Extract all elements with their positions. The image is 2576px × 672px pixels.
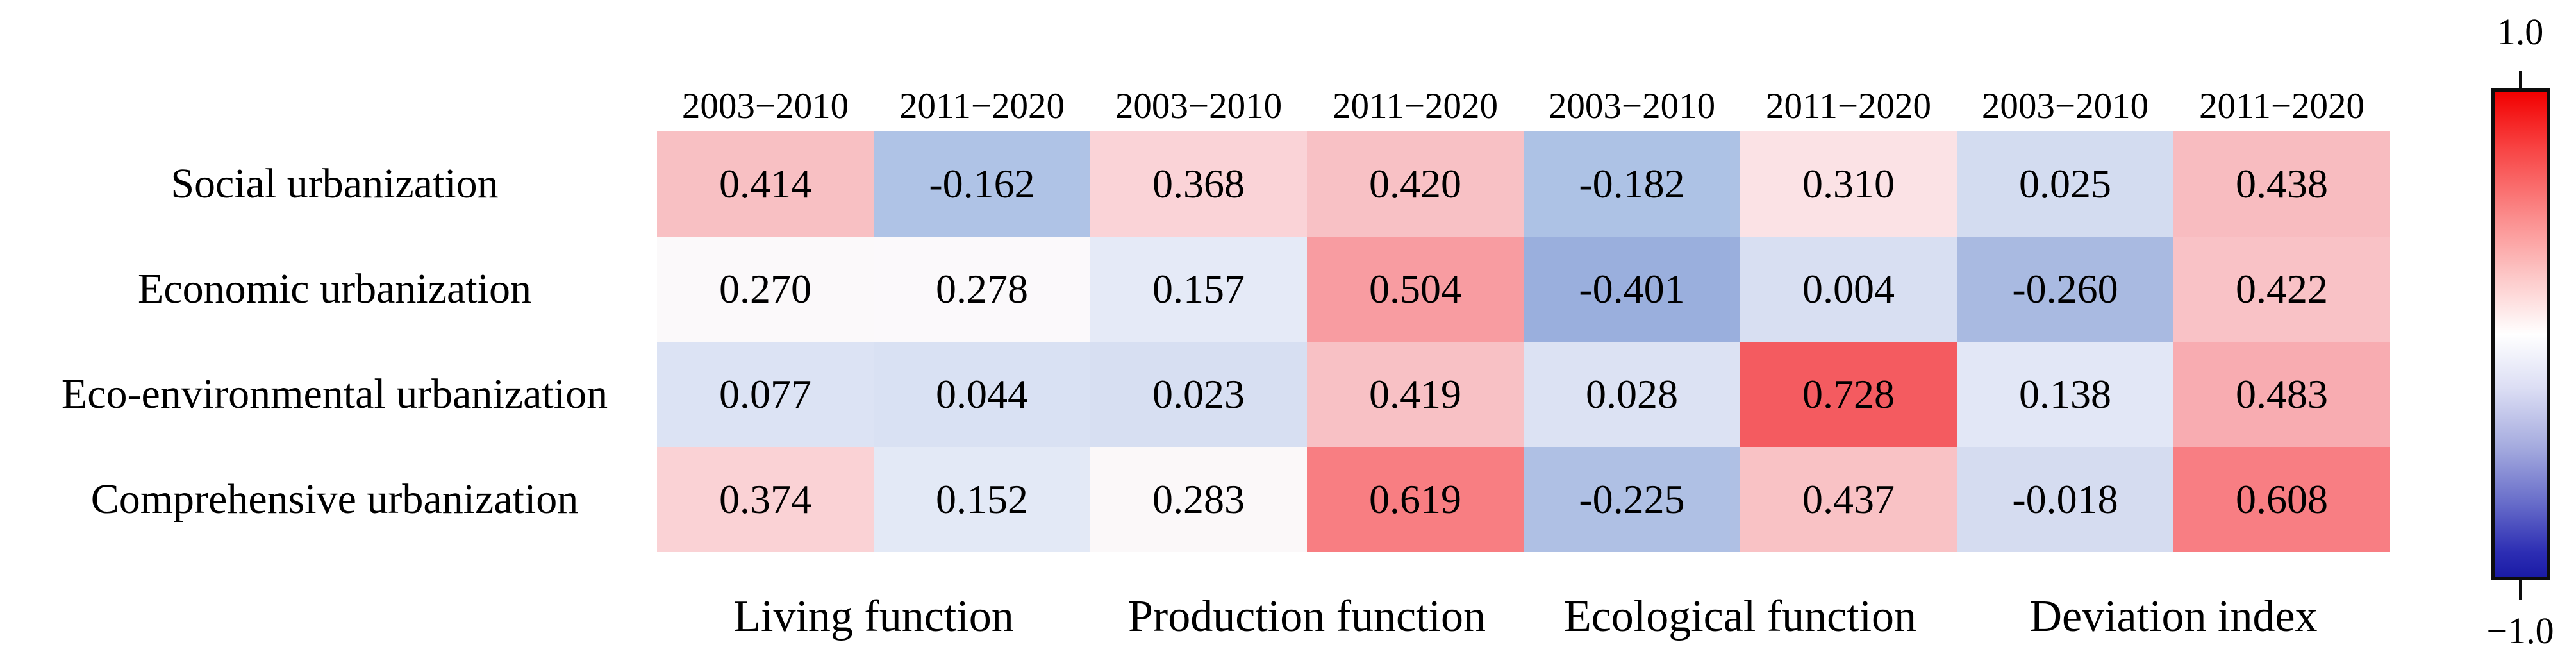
heat-cell-r1-c4: -0.401 bbox=[1524, 237, 1740, 342]
row-label-3: Comprehensive urbanization bbox=[90, 476, 579, 523]
heat-cell-r3-c5: 0.437 bbox=[1740, 447, 1957, 552]
heat-cell-r0-c1: -0.162 bbox=[874, 131, 1090, 237]
column-headers: 2003−2010 2011−2020 2003−2010 2011−2020 2003… bbox=[657, 85, 2390, 126]
heat-cell-r0-c0: 0.414 bbox=[657, 131, 874, 237]
colorbar-gradient bbox=[2491, 88, 2550, 580]
colorbar-max-label: 1.0 bbox=[2497, 11, 2544, 53]
heat-cell-r2-c4: 0.028 bbox=[1524, 342, 1740, 447]
heat-cell-r2-c2: 0.023 bbox=[1090, 342, 1307, 447]
group-label-1: Production function bbox=[1128, 592, 1486, 641]
row-labels: Social urbanization Economic urbanization… bbox=[0, 131, 669, 552]
heat-cell-r2-c5: 0.728 bbox=[1740, 342, 1957, 447]
heat-cell-r1-c5: 0.004 bbox=[1740, 237, 1957, 342]
column-header-0: 2003−2010 bbox=[681, 86, 849, 126]
heat-cell-r3-c0: 0.374 bbox=[657, 447, 874, 552]
column-group-labels: Living function Production function Ecolog… bbox=[657, 591, 2390, 641]
heat-cell-r1-c6: -0.260 bbox=[1957, 237, 2173, 342]
heat-cell-r0-c2: 0.368 bbox=[1090, 131, 1307, 237]
heat-cell-r0-c4: -0.182 bbox=[1524, 131, 1740, 237]
heat-cell-r3-c4: -0.225 bbox=[1524, 447, 1740, 552]
heat-cell-r3-c6: -0.018 bbox=[1957, 447, 2173, 552]
colorbar-tick-min bbox=[2519, 579, 2522, 600]
heat-cell-r1-c0: 0.270 bbox=[657, 237, 874, 342]
heat-cell-r2-c0: 0.077 bbox=[657, 342, 874, 447]
heat-cell-r3-c3: 0.619 bbox=[1307, 447, 1524, 552]
row-label-1: Economic urbanization bbox=[138, 265, 531, 312]
colorbar-tick-max bbox=[2519, 71, 2522, 90]
heat-cell-r2-c3: 0.419 bbox=[1307, 342, 1524, 447]
heat-cell-r0-c6: 0.025 bbox=[1957, 131, 2173, 237]
heat-cell-r2-c1: 0.044 bbox=[874, 342, 1090, 447]
group-label-2: Ecological function bbox=[1563, 592, 1917, 641]
column-header-4: 2003−2010 bbox=[1548, 86, 1716, 126]
heatmap-grid: 0.414 -0.162 0.368 0.420 -0.182 0.310 0.025 0.4… bbox=[657, 131, 2390, 552]
column-header-6: 2003−2010 bbox=[1981, 86, 2149, 126]
group-label-0: Living function bbox=[733, 592, 1014, 641]
heat-cell-r2-c6: 0.138 bbox=[1957, 342, 2173, 447]
heat-cell-r1-c7: 0.422 bbox=[2173, 237, 2390, 342]
heat-cell-r0-c3: 0.420 bbox=[1307, 131, 1524, 237]
row-label-0: Social urbanization bbox=[170, 160, 499, 207]
column-header-5: 2011−2020 bbox=[1765, 86, 1932, 126]
heat-cell-r3-c2: 0.283 bbox=[1090, 447, 1307, 552]
heat-cell-r1-c2: 0.157 bbox=[1090, 237, 1307, 342]
column-header-1: 2011−2020 bbox=[899, 86, 1065, 126]
heat-cell-r0-c7: 0.438 bbox=[2173, 131, 2390, 237]
row-label-2: Eco-environmental urbanization bbox=[61, 371, 608, 417]
group-label-3: Deviation index bbox=[2029, 592, 2318, 641]
colorbar-min-label: −1.0 bbox=[2486, 610, 2554, 651]
column-header-2: 2003−2010 bbox=[1115, 86, 1283, 126]
column-header-3: 2011−2020 bbox=[1332, 86, 1499, 126]
column-header-7: 2011−2020 bbox=[2198, 86, 2365, 126]
heat-cell-r2-c7: 0.483 bbox=[2173, 342, 2390, 447]
heat-cell-r3-c1: 0.152 bbox=[874, 447, 1090, 552]
heat-cell-r0-c5: 0.310 bbox=[1740, 131, 1957, 237]
heat-cell-r1-c3: 0.504 bbox=[1307, 237, 1524, 342]
heat-cell-r1-c1: 0.278 bbox=[874, 237, 1090, 342]
heat-cell-r3-c7: 0.608 bbox=[2173, 447, 2390, 552]
